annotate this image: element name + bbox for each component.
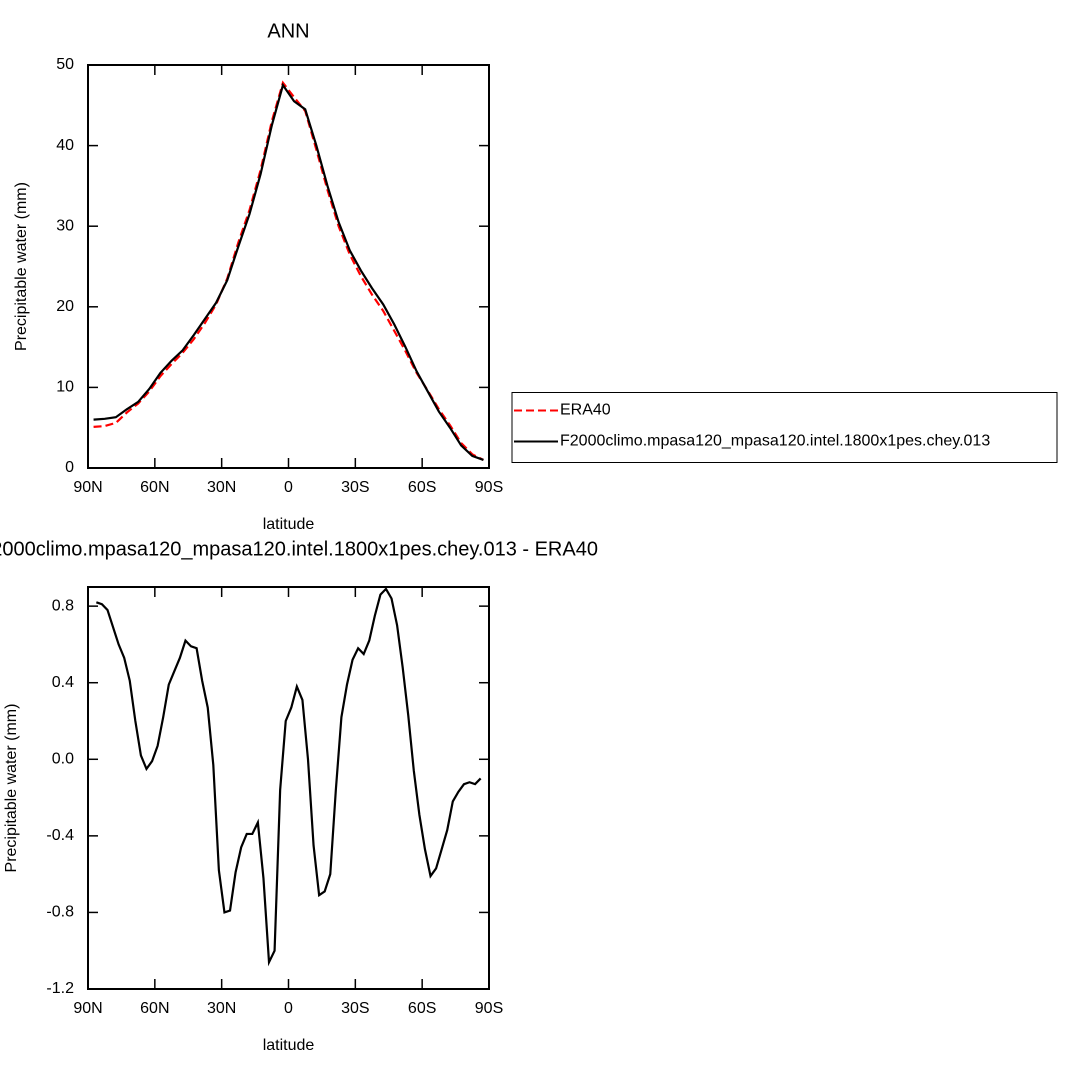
y-tick-label: 0.8 <box>52 597 74 614</box>
y-axis-label: Precipitable water (mm) <box>3 704 20 873</box>
chart-title: F2000climo.mpasa120_mpasa120.intel.1800x… <box>0 538 598 560</box>
y-tick-label: 40 <box>56 137 74 154</box>
data-line <box>95 587 482 967</box>
x-tick-label: 30N <box>207 1000 236 1017</box>
y-tick-label: 50 <box>56 56 74 73</box>
y-tick-label: 30 <box>56 217 74 234</box>
y-tick-label: 0.0 <box>52 751 74 768</box>
x-axis-label: latitude <box>263 1037 315 1054</box>
plot-frame <box>87 64 490 469</box>
x-axis-label: latitude <box>263 516 315 533</box>
chart-title: ANN <box>267 20 309 42</box>
data-line <box>93 82 484 461</box>
x-tick-label: 30S <box>341 1000 369 1017</box>
legend-label: ERA40 <box>560 402 611 419</box>
y-tick-label: 20 <box>56 298 74 315</box>
data-line <box>93 80 484 461</box>
x-tick-label: 90S <box>475 1000 503 1017</box>
x-tick-label: 0 <box>284 479 293 496</box>
legend: ERA40 F2000climo.mpasa120_mpasa120.intel.… <box>511 392 1058 463</box>
x-tick-label: 90S <box>475 479 503 496</box>
plot-frame <box>87 586 490 990</box>
y-tick-label: 0.4 <box>52 674 74 691</box>
x-tick-label: 60N <box>140 1000 169 1017</box>
x-tick-label: 60S <box>408 1000 436 1017</box>
x-tick-label: 30S <box>341 479 369 496</box>
y-tick-label: -1.2 <box>46 980 74 997</box>
x-tick-label: 0 <box>284 1000 293 1017</box>
x-tick-label: 30N <box>207 479 236 496</box>
legend-label: F2000climo.mpasa120_mpasa120.intel.1800x… <box>560 433 990 450</box>
y-axis-label: Precipitable water (mm) <box>13 182 30 351</box>
y-tick-label: -0.4 <box>46 827 74 844</box>
x-tick-label: 90N <box>73 1000 102 1017</box>
x-tick-label: 60S <box>408 479 436 496</box>
y-tick-label: 0 <box>65 459 74 476</box>
x-tick-label: 60N <box>140 479 169 496</box>
y-tick-label: 10 <box>56 379 74 396</box>
x-tick-label: 90N <box>73 479 102 496</box>
legend-box <box>511 392 1058 463</box>
y-tick-label: -0.8 <box>46 904 74 921</box>
